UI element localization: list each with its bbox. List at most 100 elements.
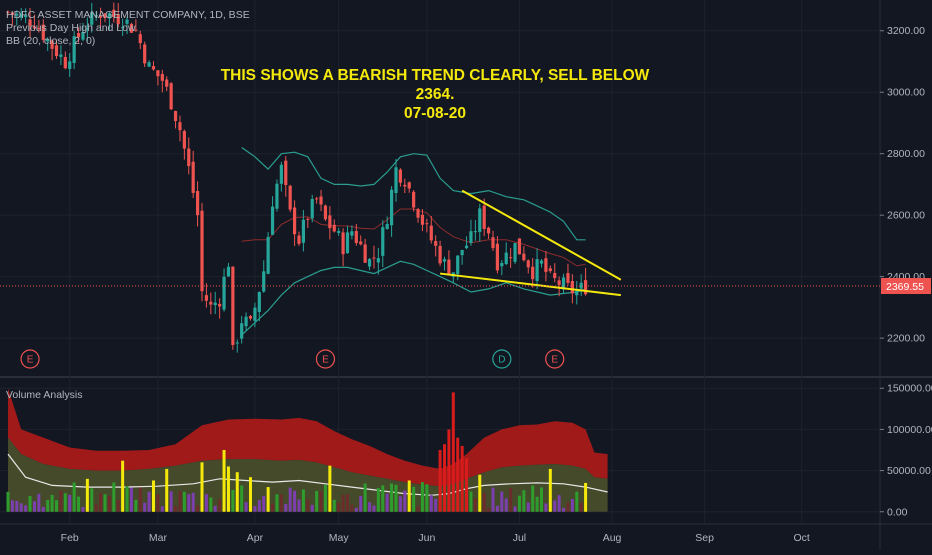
candle-body <box>486 227 491 234</box>
volume-bar <box>306 499 310 512</box>
volume-bar <box>134 499 138 512</box>
annotation-line-2: 07-08-20 <box>403 105 467 122</box>
candle-body <box>125 19 129 24</box>
volume-bar <box>262 495 266 512</box>
candle-body <box>15 13 19 16</box>
candle-body <box>522 253 526 261</box>
candle-body <box>28 19 32 26</box>
volume-bar <box>94 504 98 512</box>
volume-legend[interactable]: Volume Analysis <box>6 389 82 402</box>
trendline-lower <box>439 272 621 297</box>
volume-bar <box>500 491 504 512</box>
x-tick-label: Jun <box>418 532 435 544</box>
candle-body <box>143 44 147 64</box>
candle-body <box>469 231 473 243</box>
candle-body <box>129 23 134 33</box>
candle-body <box>284 160 288 185</box>
candle-body <box>178 122 182 131</box>
volume-bar <box>125 486 129 512</box>
volume-ma-line <box>7 453 608 496</box>
volume-bar <box>19 503 23 512</box>
candle-body <box>160 74 164 81</box>
candle-body <box>6 11 10 13</box>
volume-bar <box>403 490 407 512</box>
indicator-prev-day-high-low[interactable]: Previous Day High and Low <box>6 22 136 34</box>
candle-body <box>429 225 433 241</box>
candle-body <box>244 316 248 327</box>
candle-body <box>182 130 186 149</box>
candle-body <box>491 237 495 249</box>
candle-body <box>297 235 301 244</box>
volume-bar <box>570 499 574 512</box>
volume-bar <box>513 506 517 512</box>
candle-body <box>570 280 574 294</box>
candle-body <box>354 231 358 243</box>
x-tick-label: Jul <box>513 532 526 544</box>
volume-bar <box>345 493 349 512</box>
candle-body <box>169 83 173 110</box>
candle-body <box>456 255 460 275</box>
volume-bar <box>398 496 402 512</box>
candle-body <box>500 262 504 267</box>
candle-body <box>222 276 226 310</box>
volume-bar <box>165 468 169 512</box>
volume-bar <box>226 466 230 512</box>
x-tick-label: Aug <box>603 532 622 544</box>
candle-body <box>76 33 81 38</box>
candle-body <box>398 169 403 183</box>
candle-body <box>98 16 103 18</box>
event-marker-circle <box>492 349 512 369</box>
volume-bar <box>41 506 45 512</box>
candle-body <box>315 198 319 200</box>
volume-bar <box>112 482 116 512</box>
x-tick-label: Feb <box>61 532 79 544</box>
volume-bar <box>434 498 438 512</box>
volume-bar <box>297 499 301 512</box>
symbol-title: HDFC ASSET MANAGEMENT COMPANY, 1D, BSE <box>6 9 250 21</box>
candle-body <box>389 189 394 226</box>
candle-body <box>341 232 345 255</box>
candle-body <box>235 342 239 344</box>
volume-bar <box>121 460 125 512</box>
volume-bar <box>46 499 50 512</box>
volume-bar <box>107 496 111 512</box>
candles <box>6 2 588 353</box>
candle-body <box>94 15 98 17</box>
y-tick-label: 3000.00 <box>887 87 925 99</box>
event-marker-circle <box>545 349 565 369</box>
candle-body <box>425 223 429 225</box>
volume-bar <box>394 484 398 512</box>
candle-body <box>191 161 195 193</box>
candle-body <box>442 259 447 262</box>
bollinger-upper <box>241 147 586 241</box>
volume-bar <box>337 502 341 512</box>
candle-body <box>473 231 477 233</box>
volume-bar <box>566 502 570 512</box>
volume-bar <box>376 488 380 512</box>
y-tick-label: 2200.00 <box>887 333 925 345</box>
volume-bar <box>368 502 372 512</box>
volume-bar <box>32 501 36 512</box>
candle-body <box>438 245 442 264</box>
volume-bar <box>412 486 416 512</box>
chart-annotation[interactable]: THIS SHOWS A BEARISH TREND CLEARLY, SELL… <box>200 66 670 123</box>
candle-body <box>350 231 354 236</box>
volume-bar <box>579 502 583 512</box>
axes: Feb Mar Apr May Jun Jul Aug Sep Oct2200.002400.0… <box>0 25 932 544</box>
candle-body <box>54 45 59 57</box>
candle-body <box>209 301 213 305</box>
volume-bar <box>526 502 530 512</box>
volume-bar <box>6 491 10 512</box>
y-tick-label: 2600.00 <box>887 210 925 222</box>
volume-bands <box>7 388 608 512</box>
indicator-bollinger[interactable]: BB (20, close, 2, 0) <box>6 35 96 47</box>
volume-bar <box>491 487 495 512</box>
volume-bar <box>284 503 288 512</box>
volume-bar <box>196 505 200 512</box>
last-price-tag <box>881 277 931 294</box>
volume-bar <box>465 458 469 512</box>
y-tick-label: 3200.00 <box>887 25 925 37</box>
symbol-legend[interactable]: HDFC ASSET MANAGEMENT COMPANY, 1D, BSE P… <box>6 9 250 48</box>
